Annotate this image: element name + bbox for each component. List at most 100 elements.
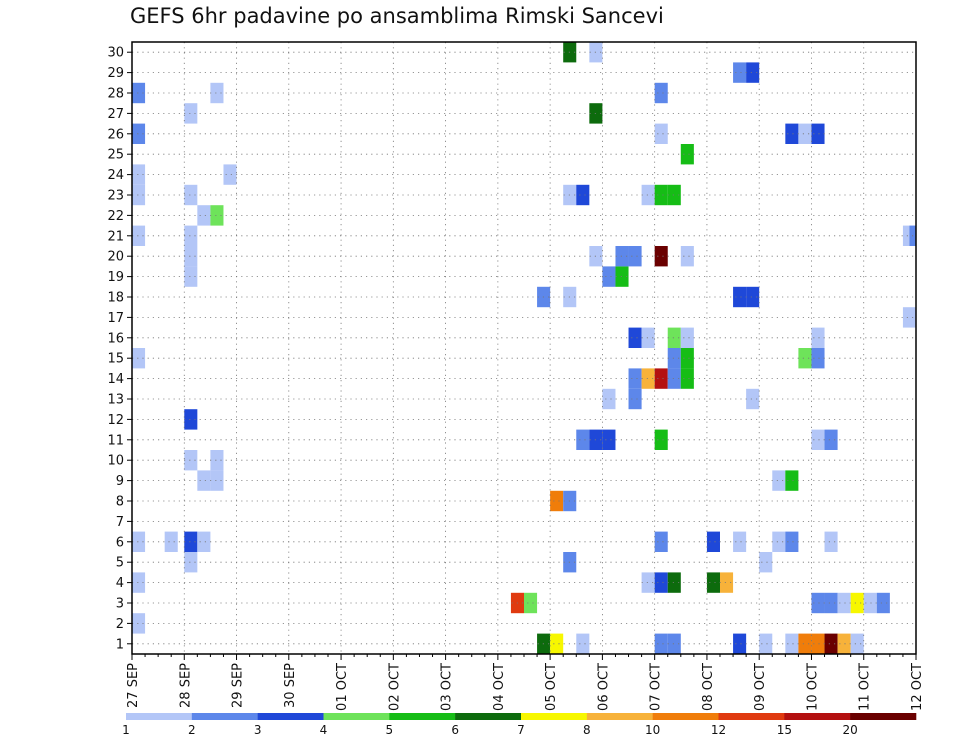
- colorbar-label: 7: [517, 723, 525, 737]
- precip-cell: [524, 592, 538, 614]
- precip-cell: [733, 531, 747, 552]
- colorbar-label: 5: [386, 723, 394, 737]
- precip-cell: [184, 266, 198, 287]
- precip-cell: [615, 246, 629, 267]
- colorbar-segment: [191, 713, 258, 720]
- colorbar-label: 1: [122, 723, 130, 737]
- precip-cell: [811, 348, 825, 369]
- precip-cell: [720, 572, 734, 593]
- precip-cell: [811, 123, 825, 144]
- colorbar-segment: [652, 713, 719, 720]
- precip-cell: [132, 184, 146, 206]
- y-tick-label: 21: [107, 229, 124, 244]
- precip-cell: [615, 266, 629, 287]
- colorbar-segment: [850, 713, 917, 720]
- precip-cell: [197, 470, 211, 491]
- precip-cell: [184, 225, 198, 246]
- precip-cell: [210, 450, 224, 471]
- y-tick-label: 5: [116, 556, 124, 571]
- colorbar-segment: [126, 713, 193, 720]
- precip-cell: [824, 633, 838, 654]
- x-tick-label: 05 OCT: [544, 663, 559, 711]
- precip-cell: [550, 490, 564, 512]
- precip-cell: [628, 327, 642, 348]
- precip-cell: [824, 429, 838, 450]
- x-tick-label: 02 OCT: [387, 663, 402, 711]
- y-tick-label: 23: [107, 189, 124, 204]
- y-tick-label: 1: [116, 637, 124, 652]
- precip-cell: [210, 470, 224, 491]
- y-tick-label: 28: [107, 87, 124, 102]
- x-tick-label: 03 OCT: [440, 663, 455, 711]
- precip-cell: [837, 592, 851, 614]
- precip-cell: [184, 450, 198, 471]
- precip-cell: [824, 531, 838, 552]
- colorbar-segment: [586, 713, 653, 720]
- precip-cell: [132, 613, 146, 634]
- precip-cell: [132, 164, 146, 185]
- colorbar-segment: [257, 713, 324, 720]
- colorbar-segment: [521, 713, 588, 720]
- precip-cell: [164, 531, 178, 552]
- colorbar-segment: [389, 713, 456, 720]
- precip-cell: [132, 348, 146, 369]
- precip-cell: [210, 82, 224, 104]
- colorbar-label: 2: [188, 723, 196, 737]
- precip-cell: [876, 592, 890, 614]
- y-tick-label: 16: [107, 331, 124, 346]
- x-tick-label: 10 OCT: [805, 663, 820, 711]
- y-tick-label: 9: [116, 474, 124, 489]
- y-tick-label: 24: [107, 168, 124, 183]
- y-tick-label: 19: [107, 270, 124, 285]
- precip-cell: [785, 123, 799, 144]
- y-tick-label: 22: [107, 209, 124, 224]
- precip-cell: [602, 429, 616, 450]
- precip-cell: [680, 348, 694, 369]
- precip-cell: [132, 123, 146, 144]
- precip-cell: [576, 184, 590, 206]
- colorbar-segment: [784, 713, 851, 720]
- x-tick-label: 01 OCT: [335, 663, 350, 711]
- precip-cell: [746, 286, 760, 308]
- y-tick-label: 29: [107, 66, 124, 81]
- precip-cell: [197, 531, 211, 552]
- precip-cell: [785, 470, 799, 491]
- precip-cell: [654, 82, 668, 104]
- precipitation-cells: [132, 42, 916, 654]
- colorbar-label: 8: [583, 723, 591, 737]
- precip-cell: [667, 368, 681, 389]
- x-tick-label: 28 SEP: [178, 663, 193, 708]
- precip-cell: [654, 531, 668, 552]
- precip-cell: [733, 62, 747, 83]
- precip-cell: [602, 266, 616, 287]
- precip-cell: [798, 348, 812, 369]
- precip-cell: [576, 429, 590, 450]
- y-tick-label: 18: [107, 291, 124, 306]
- y-tick-label: 30: [107, 46, 124, 61]
- y-tick-label: 12: [107, 413, 124, 428]
- y-tick-label: 27: [107, 107, 124, 122]
- precip-cell: [706, 531, 720, 552]
- y-tick-label: 11: [107, 433, 124, 448]
- chart-grid: [132, 42, 916, 654]
- precip-cell: [641, 368, 655, 389]
- precip-cell: [210, 205, 224, 226]
- precip-cell: [837, 633, 851, 654]
- precip-cell: [667, 572, 681, 593]
- precip-cell: [863, 592, 877, 614]
- x-tick-label: 06 OCT: [596, 663, 611, 711]
- precip-cell: [628, 368, 642, 389]
- precip-cell: [628, 388, 642, 410]
- precip-cell: [850, 633, 864, 654]
- precip-cell: [746, 388, 760, 410]
- colorbar-label: 3: [254, 723, 262, 737]
- colorbar-label: 12: [711, 723, 726, 737]
- precip-cell: [654, 368, 668, 389]
- precip-cell: [798, 633, 812, 654]
- precip-cell: [824, 592, 838, 614]
- precip-cell: [667, 633, 681, 654]
- precip-cell: [785, 633, 799, 654]
- precip-cell: [733, 286, 747, 308]
- precip-cell: [654, 184, 668, 206]
- precip-cell: [197, 205, 211, 226]
